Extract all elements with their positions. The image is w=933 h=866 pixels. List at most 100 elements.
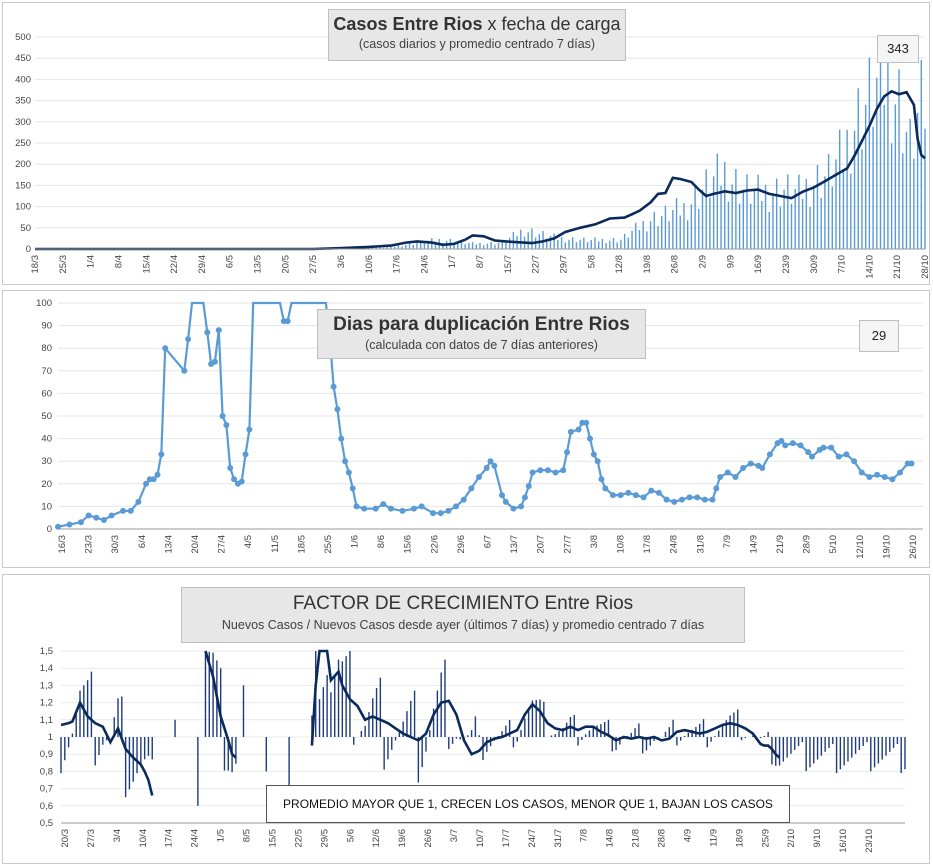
growth-factor-bar	[486, 737, 488, 752]
growth-factor-bar	[204, 651, 207, 737]
growth-factor-bar	[862, 737, 864, 747]
daily-cases-bar	[661, 216, 663, 249]
doubling-point	[529, 469, 536, 476]
y-tick-label: 80	[41, 343, 52, 354]
doubling-point	[55, 523, 61, 530]
x-tick-label: 12/6	[371, 829, 382, 848]
x-tick-label: 27/4	[217, 535, 228, 554]
daily-cases-bar	[724, 161, 726, 249]
daily-cases-bar	[605, 243, 607, 249]
doubling-point	[525, 483, 532, 490]
x-tick-label: 16/10	[838, 829, 849, 853]
x-tick-label: 10/8	[615, 535, 626, 554]
daily-cases-bar	[512, 231, 515, 249]
growth-factor-subtitle: Nuevos Casos / Nuevos Casos desde ayer (…	[221, 618, 705, 632]
growth-factor-bar	[223, 737, 226, 771]
growth-factor-bar	[596, 725, 598, 737]
doubling-point	[881, 474, 888, 481]
doubling-point	[694, 494, 701, 501]
growth-factor-bar	[417, 737, 420, 783]
doubling-point	[809, 453, 816, 460]
daily-cases-bar	[586, 242, 589, 249]
y-tick-label: 0,8	[40, 766, 53, 777]
x-tick-label: 1/7	[447, 255, 458, 268]
daily-cases-bar	[590, 239, 592, 249]
doubling-point	[835, 453, 842, 460]
x-tick-label: 22/7	[531, 255, 542, 274]
growth-factor-bar	[550, 735, 553, 737]
daily-cases-bar	[790, 203, 793, 249]
growth-factor-bar	[94, 737, 96, 766]
doubling-point	[889, 476, 896, 483]
daily-cases-bar	[675, 198, 678, 249]
doubling-point	[701, 496, 708, 503]
doubling-point	[766, 451, 773, 458]
growth-factor-bar	[105, 737, 108, 741]
x-tick-label: 7/8	[579, 829, 590, 842]
x-tick-label: 16/3	[57, 535, 68, 554]
growth-factor-bar	[413, 690, 416, 737]
x-tick-label: 15/4	[141, 255, 152, 274]
daily-cases-bar	[616, 242, 618, 249]
daily-cases-bar	[679, 215, 681, 249]
growth-factor-bar	[801, 737, 804, 743]
y-tick-label: 100	[15, 202, 31, 213]
doubling-point	[476, 474, 483, 481]
growth-factor-bar	[368, 712, 370, 737]
growth-factor-bar	[398, 730, 401, 737]
daily-cases-bar	[405, 244, 407, 249]
growth-factor-bar	[86, 680, 89, 737]
growth-factor-bar	[67, 737, 70, 748]
y-tick-label: 150	[15, 180, 31, 191]
growth-factor-bar	[759, 737, 762, 739]
doubling-point	[387, 505, 394, 512]
x-tick-label: 11/9	[708, 829, 719, 847]
daily-cases-bar	[894, 104, 897, 249]
daily-cases-bar	[753, 188, 756, 249]
x-tick-label: 20/3	[60, 829, 71, 848]
growth-factor-bar	[619, 737, 621, 745]
growth-factor-bar	[421, 737, 423, 768]
daily-cases-bar	[883, 104, 885, 250]
x-tick-label: 14/10	[864, 255, 875, 279]
x-tick-label: 8/6	[376, 535, 387, 548]
x-tick-label: 19/8	[642, 255, 653, 274]
growth-factor-bar	[866, 737, 868, 743]
growth-factor-bar	[820, 737, 823, 756]
doubling-point	[797, 442, 804, 449]
growth-factor-bar	[858, 737, 861, 750]
daily-cases-bar	[868, 57, 871, 250]
growth-factor-bar	[143, 737, 146, 760]
daily-cases-bar	[794, 188, 796, 249]
growth-factor-bar	[729, 715, 731, 737]
growth-factor-bar	[584, 734, 587, 737]
doubling-value-box: 29	[859, 320, 899, 352]
x-tick-label: 29/5	[319, 829, 330, 848]
daily-cases-bar	[401, 246, 403, 249]
doubling-chart-title: Dias para duplicación Entre Rios	[333, 314, 630, 335]
daily-cases-bar	[857, 88, 859, 249]
latest-value-box: 343	[877, 35, 919, 63]
daily-cases-bar	[508, 237, 511, 249]
x-tick-label: 14/9	[748, 535, 759, 554]
growth-factor-bar	[892, 737, 895, 748]
x-tick-label: 17/8	[642, 535, 653, 554]
cases-chart-title-bold: Casos Entre Rios	[333, 14, 483, 34]
x-tick-label: 24/8	[669, 535, 680, 554]
daily-cases-bar	[727, 201, 730, 249]
daily-cases-bar	[364, 247, 366, 249]
x-tick-label: 28/9	[802, 535, 813, 554]
daily-cases-bar	[653, 211, 655, 249]
x-tick-label: 10/6	[364, 255, 375, 274]
growth-factor-bar	[117, 698, 119, 737]
daily-cases-bar	[382, 247, 385, 249]
doubling-point	[655, 489, 662, 496]
x-tick-label: 24/7	[527, 829, 538, 848]
doubling-point	[805, 449, 812, 456]
growth-factor-bar	[444, 659, 446, 737]
growth-factor-bar	[524, 718, 526, 737]
growth-factor-bar	[626, 735, 629, 737]
daily-cases-bar	[686, 220, 689, 249]
growth-factor-bar	[638, 723, 640, 737]
doubling-point	[518, 503, 525, 510]
